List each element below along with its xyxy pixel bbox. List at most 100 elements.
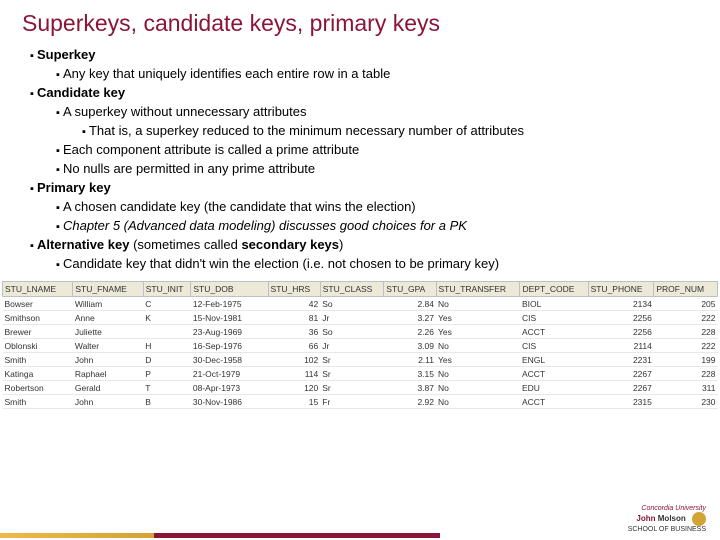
table-cell: 21-Oct-1979	[191, 367, 268, 381]
table-cell: 2.92	[384, 395, 436, 409]
table-cell: Raphael	[73, 367, 143, 381]
table-cell	[143, 325, 191, 339]
table-cell: No	[436, 367, 520, 381]
table-cell: CIS	[520, 339, 588, 353]
table-cell: Smith	[3, 395, 73, 409]
logo-john: John	[636, 514, 655, 523]
table-cell: 08-Apr-1973	[191, 381, 268, 395]
slide-title: Superkeys, candidate keys, primary keys	[0, 0, 720, 45]
table-cell: Smithson	[3, 311, 73, 325]
table-cell: ACCT	[520, 325, 588, 339]
table-row: OblonskiWalterH16-Sep-197666Jr3.09NoCIS2…	[3, 339, 718, 353]
table-cell: 2315	[588, 395, 654, 409]
table-cell: John	[73, 353, 143, 367]
table-cell: Sr	[320, 353, 384, 367]
table-cell: B	[143, 395, 191, 409]
table-cell: 2267	[588, 381, 654, 395]
table-cell: 81	[268, 311, 320, 325]
table-cell: Robertson	[3, 381, 73, 395]
logo-badge-icon	[692, 512, 706, 526]
table-cell: C	[143, 297, 191, 311]
table-header-cell: STU_FNAME	[73, 282, 143, 297]
table-cell: 12-Feb-1975	[191, 297, 268, 311]
table-cell: H	[143, 339, 191, 353]
slide-content: Superkey Any key that uniquely identifie…	[0, 45, 720, 273]
table-cell: Gerald	[73, 381, 143, 395]
table-header-cell: STU_HRS	[268, 282, 320, 297]
table-cell: 16-Sep-1976	[191, 339, 268, 353]
table-cell: 228	[654, 367, 718, 381]
table-cell: Walter	[73, 339, 143, 353]
table-cell: Brewer	[3, 325, 73, 339]
candidate-sub: That is, a superkey reduced to the minim…	[82, 121, 698, 140]
table-cell: 114	[268, 367, 320, 381]
table-cell: No	[436, 297, 520, 311]
table-cell: 30-Dec-1958	[191, 353, 268, 367]
table-cell: 15-Nov-1981	[191, 311, 268, 325]
table-cell: Yes	[436, 325, 520, 339]
logo-sub: SCHOOL OF BUSINESS	[628, 526, 706, 534]
table-cell: No	[436, 381, 520, 395]
table-cell: 15	[268, 395, 320, 409]
table-cell: 311	[654, 381, 718, 395]
table-header-cell: DEPT_CODE	[520, 282, 588, 297]
table-cell: William	[73, 297, 143, 311]
table-cell: 2267	[588, 367, 654, 381]
table-row: SmithJohnD30-Dec-1958102Sr2.11YesENGL223…	[3, 353, 718, 367]
table-cell: Yes	[436, 311, 520, 325]
table-cell: 2134	[588, 297, 654, 311]
table-cell: 3.87	[384, 381, 436, 395]
table-cell: 222	[654, 339, 718, 353]
table-cell: 205	[654, 297, 718, 311]
table-row: SmithJohnB30-Nov-198615Fr2.92NoACCT23152…	[3, 395, 718, 409]
footer-bar	[0, 533, 440, 538]
table-body: BowserWilliamC12-Feb-197542So2.84NoBIOL2…	[3, 297, 718, 409]
table-cell: 2114	[588, 339, 654, 353]
table-cell: 102	[268, 353, 320, 367]
table-cell: Anne	[73, 311, 143, 325]
table-cell: 230	[654, 395, 718, 409]
table-row: SmithsonAnneK15-Nov-198181Jr3.27YesCIS22…	[3, 311, 718, 325]
table-row: RobertsonGeraldT08-Apr-1973120Sr3.87NoED…	[3, 381, 718, 395]
table-cell: Smith	[3, 353, 73, 367]
primary-chapter: Chapter 5 (Advanced data modeling) discu…	[56, 216, 698, 235]
candidate-def: A superkey without unnecessary attribute…	[56, 102, 698, 121]
primary-def: A chosen candidate key (the candidate th…	[56, 197, 698, 216]
table-cell: 2231	[588, 353, 654, 367]
alt-def: Candidate key that didn't win the electi…	[56, 254, 698, 273]
table-header-cell: STU_GPA	[384, 282, 436, 297]
table-header-cell: STU_INIT	[143, 282, 191, 297]
table-cell: Yes	[436, 353, 520, 367]
logo-name: John Molson	[628, 512, 706, 526]
candidate-nulls: No nulls are permitted in any prime attr…	[56, 159, 698, 178]
table-cell: 2.26	[384, 325, 436, 339]
table-cell: CIS	[520, 311, 588, 325]
table-cell: ACCT	[520, 367, 588, 381]
table-cell: 3.15	[384, 367, 436, 381]
table-cell: Sr	[320, 381, 384, 395]
table-cell: P	[143, 367, 191, 381]
table-cell: 2256	[588, 311, 654, 325]
table-header-cell: STU_DOB	[191, 282, 268, 297]
alt-pre: Alternative key	[37, 237, 130, 252]
table-header-row: STU_LNAMESTU_FNAMESTU_INITSTU_DOBSTU_HRS…	[3, 282, 718, 297]
table-cell: 120	[268, 381, 320, 395]
table-cell: No	[436, 339, 520, 353]
student-table: STU_LNAMESTU_FNAMESTU_INITSTU_DOBSTU_HRS…	[2, 281, 718, 409]
table-cell: Sr	[320, 367, 384, 381]
table-cell: T	[143, 381, 191, 395]
table-row: KatingaRaphaelP21-Oct-1979114Sr3.15NoACC…	[3, 367, 718, 381]
alt-sec: secondary keys	[241, 237, 339, 252]
table-cell: 30-Nov-1986	[191, 395, 268, 409]
table-cell: Juliette	[73, 325, 143, 339]
table-cell: 42	[268, 297, 320, 311]
table-row: BrewerJuliette23-Aug-196936So2.26YesACCT…	[3, 325, 718, 339]
logo-university: Concordia University	[628, 505, 706, 513]
h-alternative: Alternative key (sometimes called second…	[30, 235, 698, 254]
table-cell: BIOL	[520, 297, 588, 311]
table-cell: 228	[654, 325, 718, 339]
table-cell: Fr	[320, 395, 384, 409]
table-header-cell: STU_CLASS	[320, 282, 384, 297]
h-candidate: Candidate key	[30, 83, 698, 102]
h-primary: Primary key	[30, 178, 698, 197]
